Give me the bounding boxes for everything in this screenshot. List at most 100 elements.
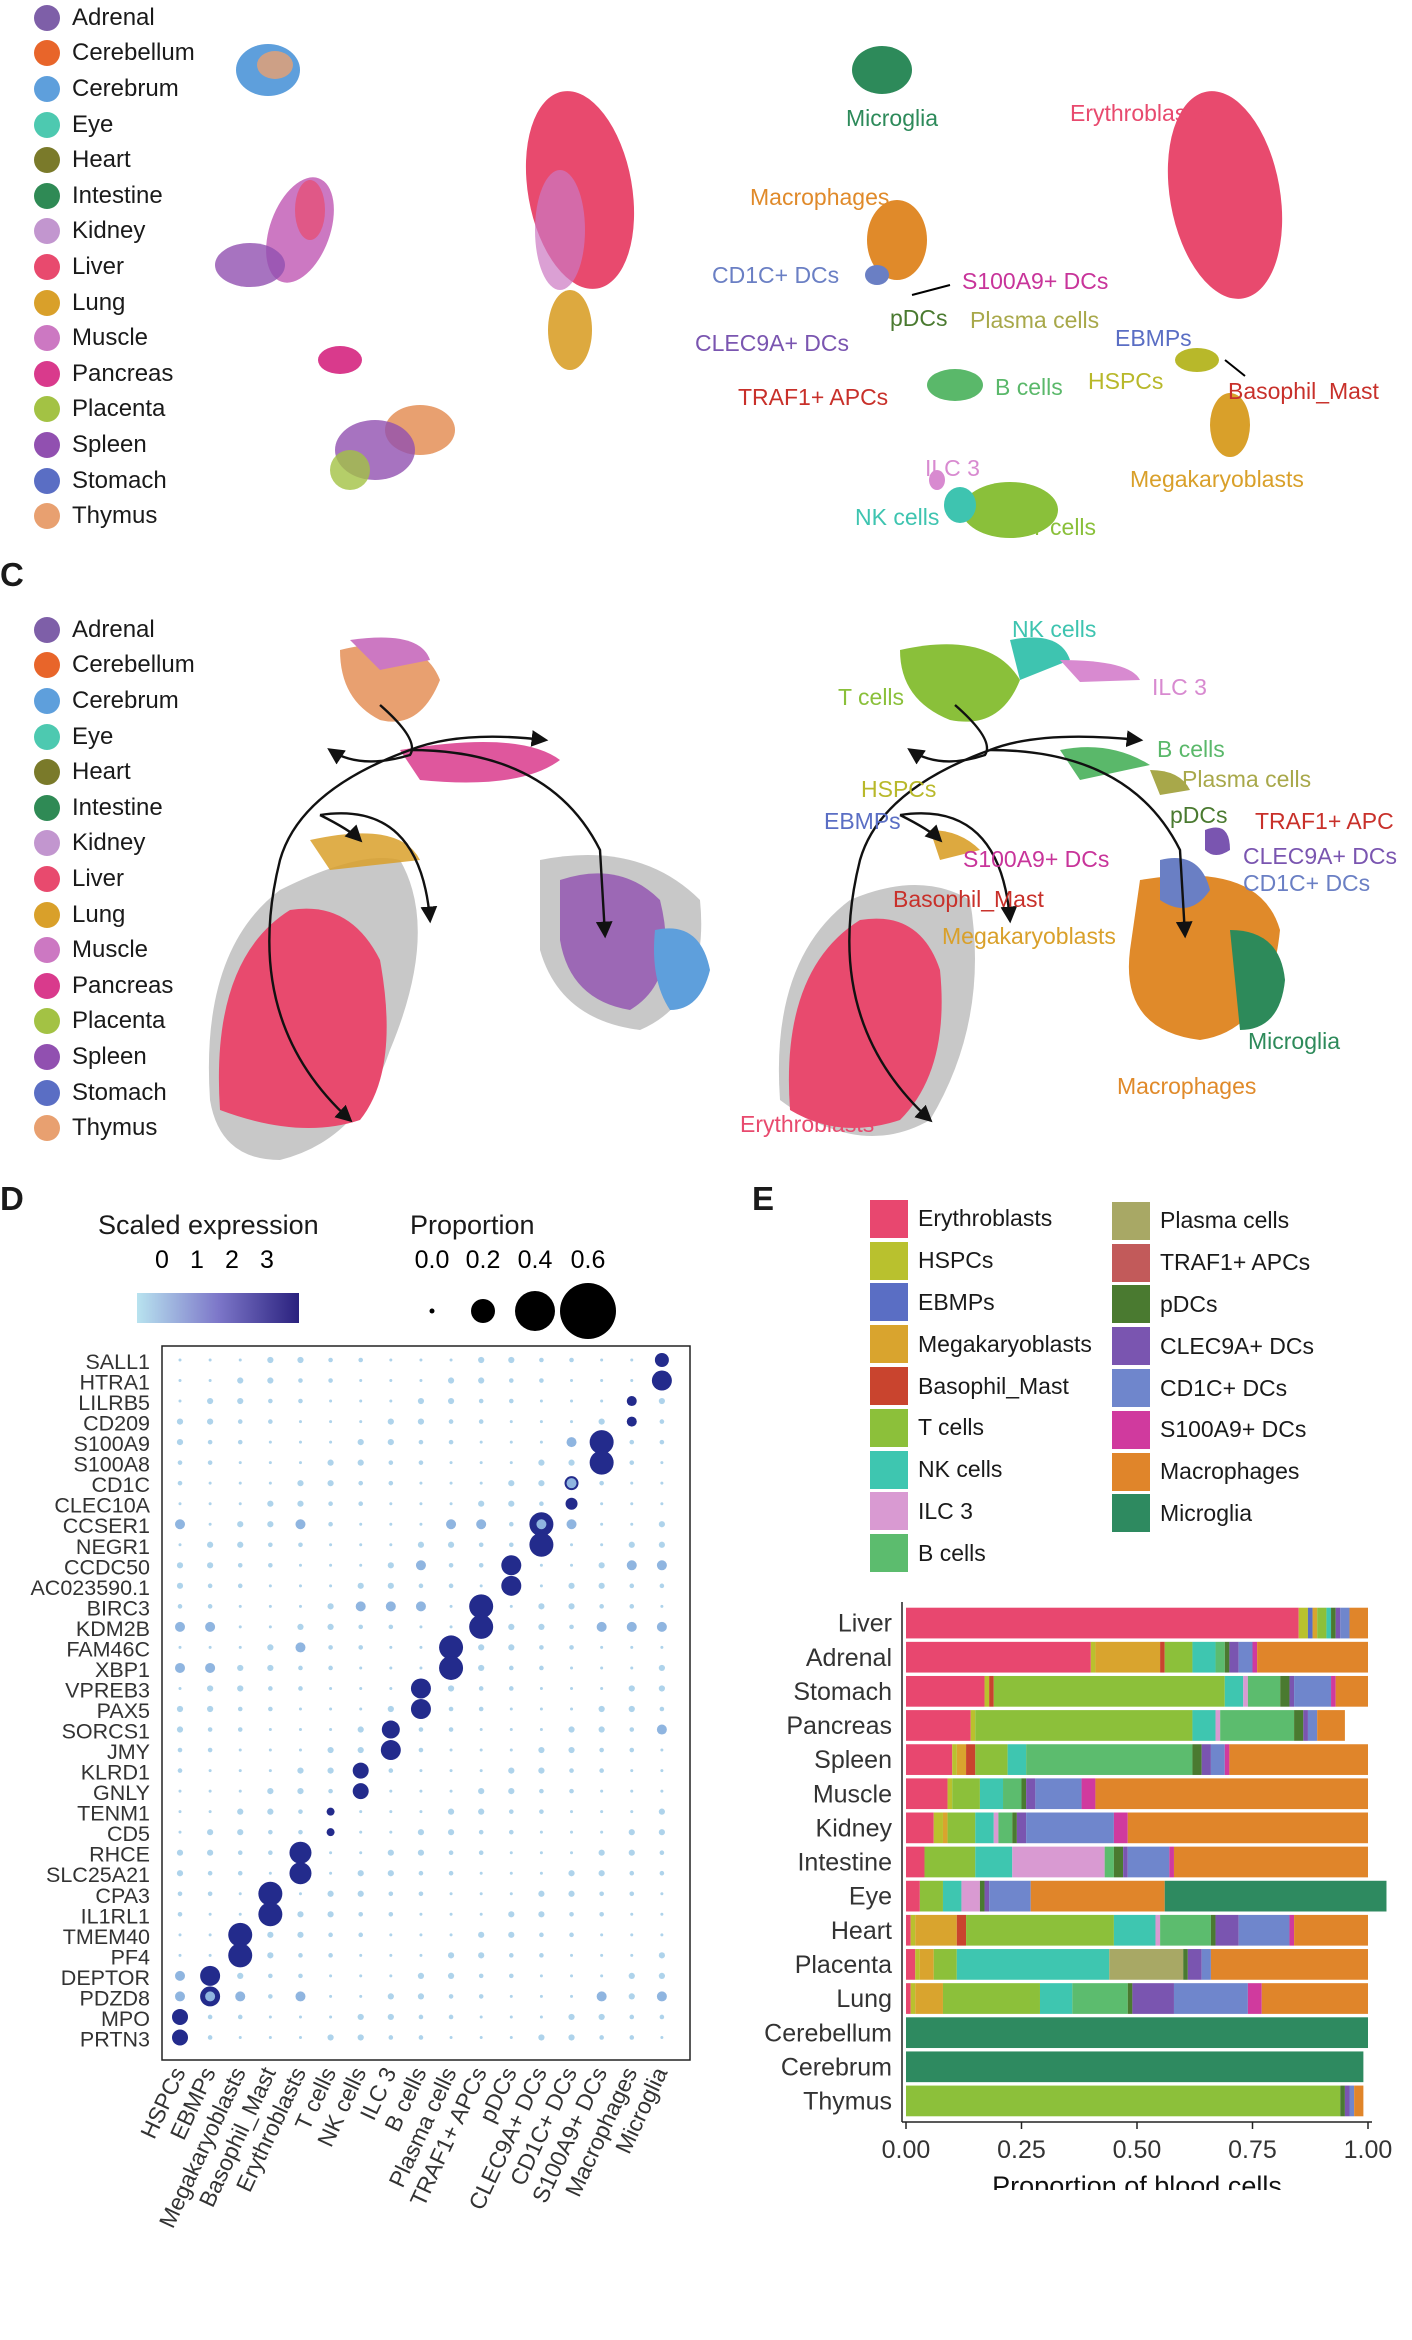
- legend-label: Pancreas: [72, 359, 174, 387]
- bar-segment: [989, 1880, 1031, 1912]
- legend-item: Placenta: [34, 392, 195, 428]
- dotplot-point: [658, 1397, 665, 1405]
- gene-label: PDZD8: [80, 1986, 151, 2010]
- legend-item: Adrenal: [34, 0, 195, 36]
- legend-swatch: [870, 1367, 908, 1406]
- dotplot-point: [328, 1357, 333, 1363]
- dotplot-point: [449, 1748, 453, 1752]
- dotplot-point: [628, 1705, 635, 1713]
- dotplot-point: [267, 1500, 274, 1507]
- dotplot-point: [628, 1829, 635, 1836]
- bar-segment: [1335, 1675, 1368, 1707]
- cell-type-label: Erythroblasts: [740, 1111, 875, 1137]
- dotplot-point: [628, 1849, 635, 1856]
- dotplot-point: [418, 2014, 424, 2020]
- legend-label: Lung: [72, 288, 126, 316]
- dotplot-point: [598, 1582, 605, 1589]
- gene-label: LILRB5: [78, 1391, 150, 1415]
- dotplot-point: [568, 1746, 575, 1754]
- dotplot-point: [388, 1911, 394, 1917]
- dotplot-point: [389, 1974, 393, 1978]
- dotplot-point: [568, 1603, 575, 1610]
- cell-type-label: Basophil_Mast: [1228, 378, 1379, 404]
- tissue-umap-top: [215, 44, 635, 490]
- dotplot-point: [388, 2035, 394, 2040]
- legend-item: Thymus: [34, 1110, 195, 1146]
- bar-segment: [915, 1983, 943, 2014]
- legend-item: Eye: [34, 719, 195, 755]
- dotplot-point: [327, 1480, 334, 1487]
- bar-segment: [1224, 1744, 1230, 1775]
- dotplot-point: [630, 1358, 634, 1362]
- dotplot-point: [268, 1562, 273, 1568]
- dotplot-point: [237, 1706, 243, 1712]
- dotplot-point: [297, 1623, 304, 1630]
- dotplot-point: [178, 1830, 182, 1834]
- dotplot-point: [539, 1501, 544, 1507]
- dotplot-point: [208, 1953, 212, 1957]
- dotplot-point: [295, 1519, 306, 1530]
- dotplot-point: [629, 1870, 635, 1876]
- dotplot-point: [177, 1891, 183, 1897]
- dotplot-point: [568, 2013, 575, 2021]
- legend-swatch: [34, 147, 60, 174]
- dotplot-point: [297, 1931, 304, 1938]
- dotplot-point: [569, 1624, 574, 1630]
- dotplot-point: [600, 1933, 604, 1937]
- bar-segment: [1113, 1846, 1124, 1878]
- bar-segment: [1026, 1812, 1114, 1844]
- dotplot-point: [298, 1584, 302, 1588]
- dotplot-point: [207, 1747, 213, 1753]
- dotplot-point: [298, 1892, 302, 1896]
- bar-segment: [1012, 1846, 1105, 1878]
- cell-type-label: NK cells: [855, 504, 940, 530]
- bar-segment: [1109, 1949, 1184, 1980]
- legend-label: Microglia: [1160, 1499, 1253, 1526]
- dotplot-marker: [654, 1353, 669, 1367]
- dotplot-point: [598, 1726, 605, 1733]
- dotplot-point: [658, 1541, 665, 1548]
- legend-item: Spleen: [34, 427, 195, 463]
- dotplot-point: [207, 1849, 214, 1856]
- dotplot-point: [539, 1728, 543, 1732]
- dotplot-point: [508, 1623, 515, 1630]
- dotplot-point: [449, 1892, 453, 1896]
- gene-label: CPA3: [95, 1884, 150, 1908]
- dotplot-marker: [651, 1370, 672, 1391]
- dotplot-point: [600, 1399, 604, 1403]
- bar-segment: [1201, 1949, 1211, 1980]
- dotplot-point: [417, 1418, 425, 1425]
- bar-segment: [915, 1949, 920, 1980]
- dotplot-point: [208, 1645, 212, 1649]
- dotplot-point: [328, 1665, 333, 1671]
- dotplot-point: [329, 1399, 333, 1403]
- dotplot-point: [568, 1870, 575, 1877]
- dotplot-point: [328, 1932, 333, 1938]
- legend-swatch: [34, 901, 60, 928]
- dotplot-marker: [410, 1699, 431, 1719]
- bar-segment: [1243, 1675, 1248, 1707]
- legend-swatch: [34, 253, 60, 280]
- bar-segment: [975, 1846, 1013, 1878]
- dotplot-point: [327, 1890, 334, 1897]
- gene-label: FAM46C: [66, 1637, 150, 1661]
- dotplot-point: [267, 1788, 274, 1795]
- legend-swatch: [34, 723, 60, 750]
- dotplot-point: [508, 1911, 515, 1918]
- dotplot-point: [329, 1851, 333, 1855]
- dotplot-point: [388, 1624, 394, 1630]
- dotplot-point: [630, 1481, 634, 1485]
- dotplot-point: [449, 1461, 453, 1465]
- legend-item: Liver: [34, 861, 195, 897]
- dotplot-point: [268, 1625, 272, 1629]
- dotplot-point: [175, 1970, 185, 1981]
- x-tick-label: 0.25: [997, 2136, 1046, 2164]
- dotplot-point: [389, 1666, 393, 1670]
- dotplot-point: [449, 1481, 453, 1485]
- panel-d-label: D: [0, 1180, 24, 1217]
- dotplot-point: [598, 1870, 605, 1877]
- dotplot-point: [178, 1686, 182, 1690]
- bar-segment: [1039, 1983, 1073, 2014]
- bar-segment: [1307, 1710, 1318, 1741]
- gene-label: CD1C: [91, 1473, 150, 1497]
